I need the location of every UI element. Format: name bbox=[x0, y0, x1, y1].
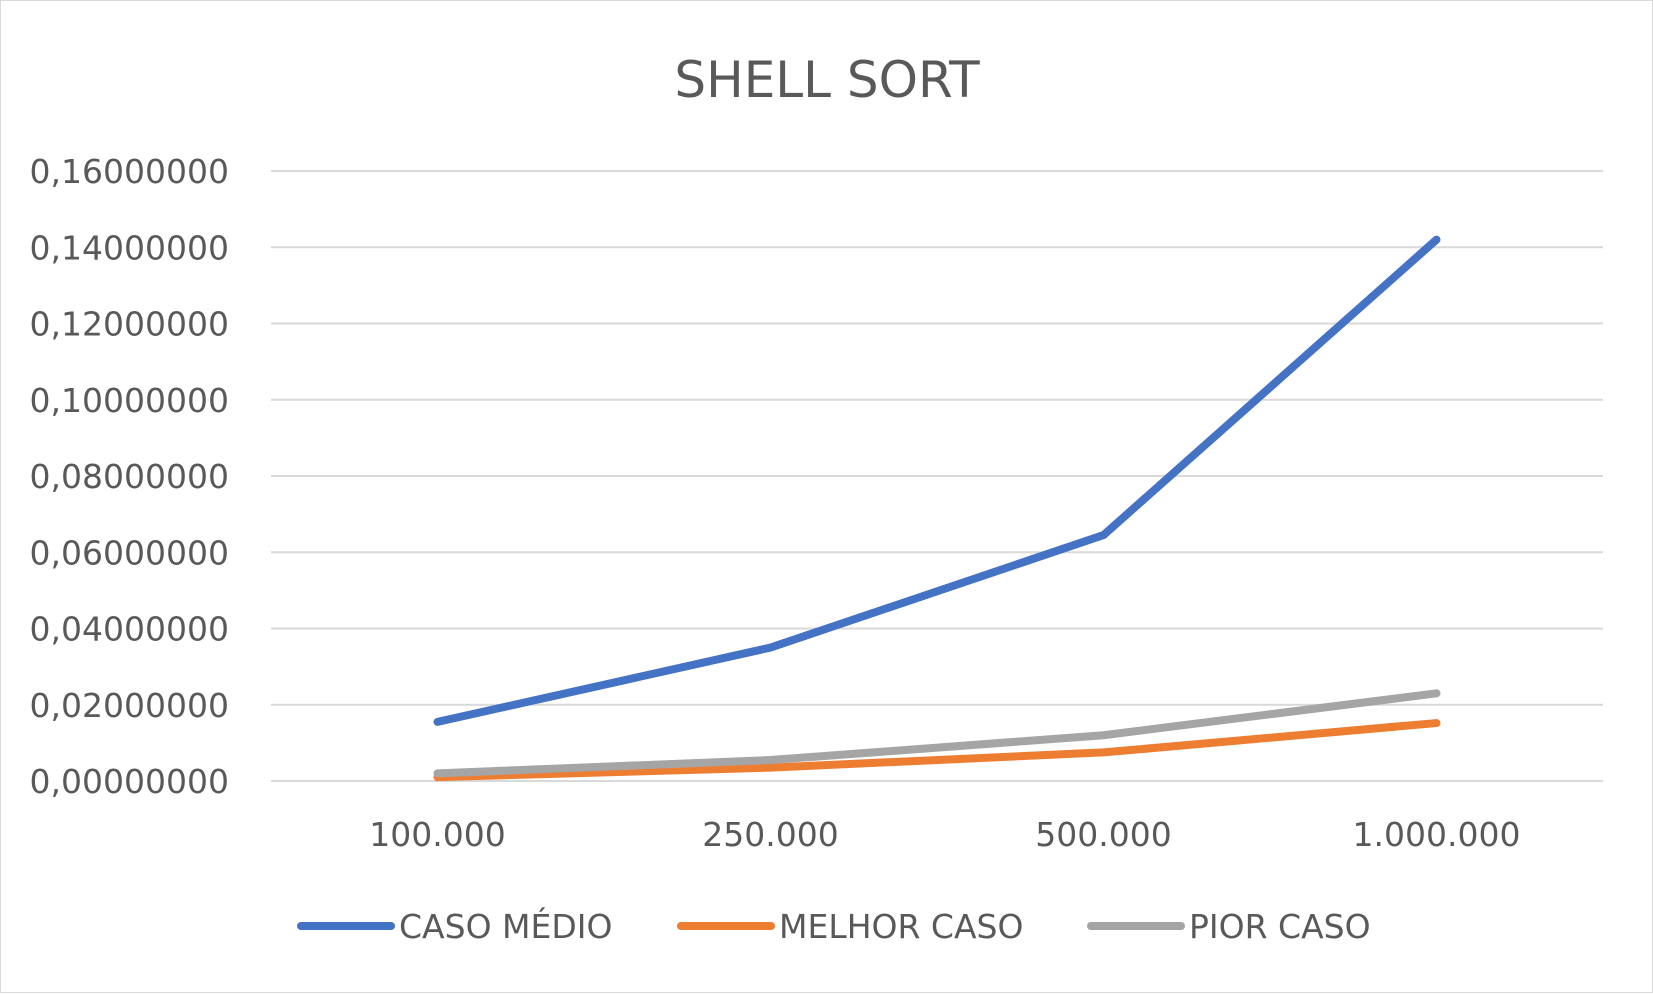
chart-title: SHELL SORT bbox=[674, 51, 980, 109]
y-tick-label: 0,10000000 bbox=[30, 381, 229, 420]
series-line-0 bbox=[438, 240, 1437, 722]
y-axis-tick-labels: 0,00000000 0,02000000 0,04000000 0,06000000… bbox=[30, 152, 229, 801]
x-tick-label: 1.000.000 bbox=[1353, 815, 1521, 854]
y-tick-label: 0,16000000 bbox=[30, 152, 229, 191]
y-tick-label: 0,00000000 bbox=[30, 762, 229, 801]
legend: CASO MÉDIO MELHOR CASO PIOR CASO bbox=[301, 906, 1371, 946]
x-tick-label: 250.000 bbox=[702, 815, 838, 854]
gridlines bbox=[271, 171, 1603, 781]
y-tick-label: 0,08000000 bbox=[30, 457, 229, 496]
x-tick-label: 500.000 bbox=[1035, 815, 1171, 854]
legend-label-1: MELHOR CASO bbox=[779, 907, 1023, 946]
y-tick-label: 0,04000000 bbox=[30, 610, 229, 649]
legend-label-2: PIOR CASO bbox=[1189, 907, 1371, 946]
y-tick-label: 0,06000000 bbox=[30, 533, 229, 572]
y-tick-label: 0,12000000 bbox=[30, 305, 229, 344]
y-tick-label: 0,14000000 bbox=[30, 228, 229, 267]
y-tick-label: 0,02000000 bbox=[30, 686, 229, 725]
legend-label-0: CASO MÉDIO bbox=[399, 906, 612, 946]
x-tick-label: 100.000 bbox=[369, 815, 505, 854]
series-lines bbox=[437, 240, 1436, 778]
x-axis-tick-labels: 100.000 250.000 500.000 1.000.000 bbox=[369, 815, 1520, 854]
